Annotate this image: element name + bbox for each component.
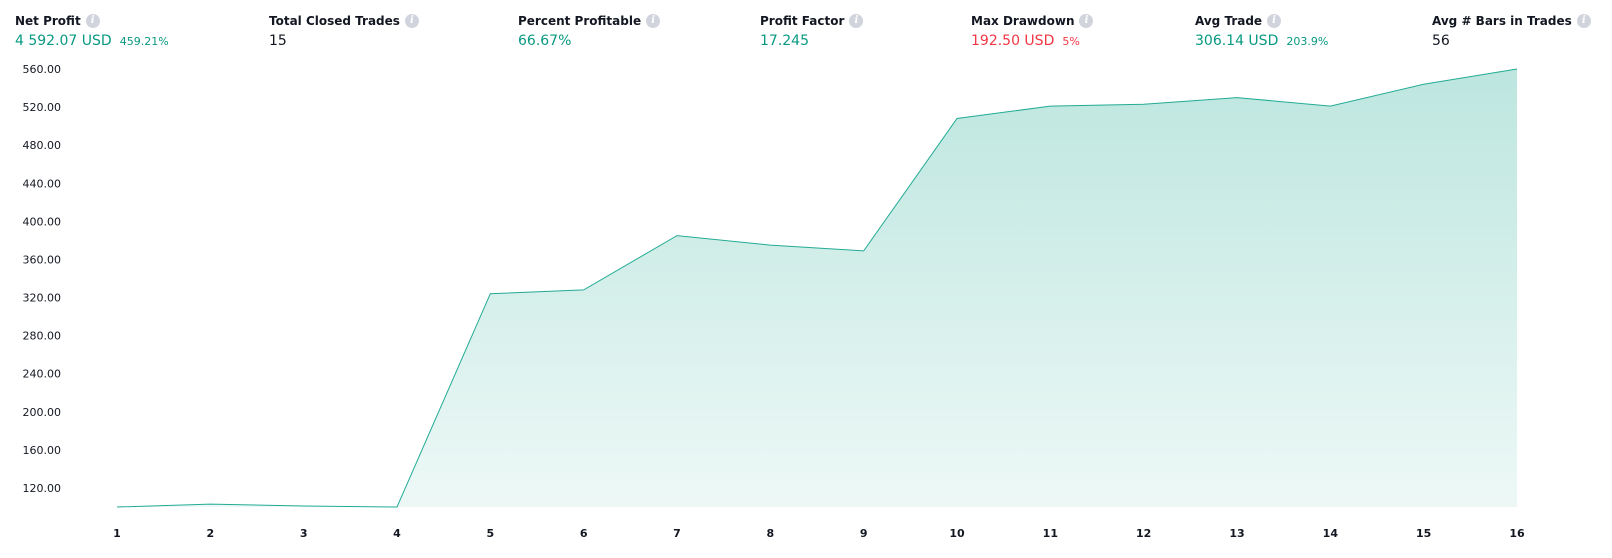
stat-value: 56 [1432,33,1450,49]
y-tick-label: 120.00 [23,482,62,495]
stat-max-drawdown: Max Drawdown i 192.50 USD 5% [971,13,1094,50]
x-axis: 1 2 3 4 5 6 7 8 9 10 11 12 13 14 15 16 [113,527,1525,540]
equity-point[interactable] [581,287,587,293]
info-icon[interactable]: i [646,14,661,28]
y-tick-label: 320.00 [23,292,62,305]
stat-title: Percent Profitable i [518,13,661,29]
info-icon[interactable]: i [1576,14,1591,28]
stat-title: Avg Trade i [1195,13,1328,29]
x-tick-label: 13 [1229,527,1244,540]
stat-value-row: 4 592.07 USD 459.21% [15,32,169,50]
y-tick-label: 240.00 [23,368,62,381]
y-tick-label: 280.00 [23,330,62,343]
stat-percent: 5% [1062,35,1080,48]
stat-title: Max Drawdown i [971,13,1094,29]
equity-point[interactable] [861,248,867,254]
info-icon[interactable]: i [849,14,864,28]
x-tick-label: 10 [949,527,965,540]
equity-line [116,68,1518,508]
y-axis: 120.00 160.00 200.00 240.00 280.00 320.00 360.… [23,63,62,495]
equity-point[interactable] [1421,81,1427,87]
stat-avg-bars-in-trades: Avg # Bars in Trades i 56 [1432,13,1591,50]
x-tick-label: 12 [1136,527,1151,540]
equity-point[interactable] [1514,66,1520,72]
x-tick-label: 14 [1323,527,1339,540]
y-tick-label: 520.00 [23,101,62,114]
equity-area [117,69,1517,507]
x-tick-label: 2 [207,527,215,540]
equity-point[interactable] [1327,103,1333,109]
stat-title-text: Profit Factor [760,14,845,28]
x-tick-label: 16 [1509,527,1525,540]
stat-value-row: 15 [269,32,419,50]
x-tick-label: 7 [673,527,681,540]
equity-point[interactable] [301,503,307,509]
stat-title: Profit Factor i [760,13,864,29]
y-tick-label: 360.00 [23,253,62,266]
stat-avg-trade: Avg Trade i 306.14 USD 203.9% [1195,13,1328,50]
stat-value: 15 [269,33,287,49]
y-tick-label: 160.00 [23,444,62,457]
stat-value: 192.50 USD [971,33,1055,49]
stat-percent: 203.9% [1286,35,1329,48]
stat-percent-profitable: Percent Profitable i 66.67% [518,13,661,50]
x-tick-label: 11 [1043,527,1058,540]
stat-title-text: Percent Profitable [518,14,642,28]
stat-title-text: Net Profit [15,14,81,28]
x-tick-label: 5 [487,527,495,540]
equity-point[interactable] [674,233,680,239]
stat-total-closed-trades: Total Closed Trades i 15 [269,13,419,50]
stat-value: 306.14 USD [1195,33,1279,49]
equity-point[interactable] [1234,95,1240,101]
y-tick-label: 440.00 [23,177,62,190]
info-icon[interactable]: i [1267,14,1282,28]
stat-value-row: 306.14 USD 203.9% [1195,32,1328,50]
stat-percent: 459.21% [119,35,169,48]
info-icon[interactable]: i [1079,14,1094,28]
stat-value-row: 17.245 [760,32,863,50]
info-icon[interactable]: i [85,14,100,28]
equity-point[interactable] [487,291,493,297]
stat-net-profit: Net Profit i 4 592.07 USD 459.21% [15,13,169,50]
stat-title-text: Avg # Bars in Trades [1432,14,1572,28]
stat-profit-factor: Profit Factor i 17.245 [760,13,864,50]
equity-point[interactable] [207,501,213,507]
stat-value: 4 592.07 USD [15,33,112,49]
stat-title-text: Total Closed Trades [269,14,400,28]
y-tick-label: 560.00 [23,63,62,76]
equity-point[interactable] [114,504,120,510]
equity-point[interactable] [767,242,773,248]
stat-title: Avg # Bars in Trades i [1432,13,1591,29]
equity-point[interactable] [954,116,960,122]
equity-point[interactable] [394,504,400,510]
stat-value-row: 66.67% [518,32,660,50]
stat-value-row: 192.50 USD 5% [971,32,1093,50]
x-tick-label: 1 [113,527,121,540]
x-tick-label: 6 [580,527,588,540]
y-tick-label: 200.00 [23,406,62,419]
stat-value-row: 56 [1432,32,1591,50]
stat-title: Net Profit i [15,13,169,29]
x-tick-label: 15 [1416,527,1431,540]
y-tick-label: 400.00 [23,215,62,228]
stat-title-text: Avg Trade [1195,14,1263,28]
info-icon[interactable]: i [404,14,419,28]
y-tick-label: 480.00 [23,139,62,152]
stat-title: Total Closed Trades i [269,13,419,29]
stat-value: 17.245 [760,33,809,49]
equity-point[interactable] [1047,103,1053,109]
stat-title-text: Max Drawdown [971,14,1075,28]
equity-point[interactable] [1141,101,1147,107]
x-tick-label: 3 [300,527,308,540]
stat-value: 66.67% [518,33,572,49]
x-tick-label: 9 [860,527,868,540]
x-tick-label: 4 [393,527,401,540]
x-tick-label: 8 [767,527,775,540]
